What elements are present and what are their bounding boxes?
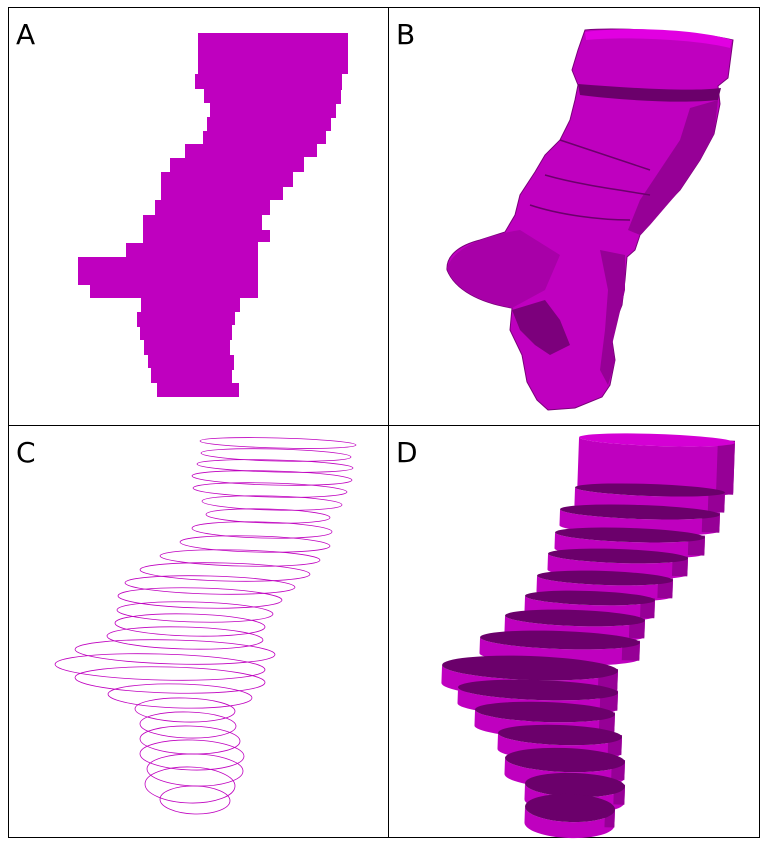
ribbon-band-top <box>579 433 735 447</box>
surface-lower-right <box>600 250 625 385</box>
contour-ring <box>191 470 353 486</box>
contour-stack <box>54 437 357 815</box>
contour-ring <box>200 448 352 462</box>
outer-frame <box>8 7 760 838</box>
ribbon-band-top <box>575 483 725 497</box>
contour-ring <box>179 535 331 553</box>
contour-ring <box>74 666 266 694</box>
contour-ring <box>159 549 321 567</box>
ribbon-band-top <box>498 724 622 746</box>
surface-band <box>578 84 721 102</box>
panel-d-label: D <box>396 436 418 469</box>
ribbon-band-face <box>524 806 615 839</box>
panel-a: A <box>16 18 348 397</box>
ribbon-band-shade <box>715 440 736 495</box>
panel-a-label: A <box>16 18 35 51</box>
ribbon-band <box>479 630 641 666</box>
ribbon-band-shade <box>707 490 726 513</box>
ribbon-band-top <box>560 504 720 520</box>
ribbon-band-top <box>525 590 655 606</box>
ribbon-band-top <box>537 570 673 586</box>
surface-ridge-1 <box>529 139 651 221</box>
contour-ring <box>134 697 236 723</box>
ribbon-stack <box>441 433 736 839</box>
surface-lower-shadow <box>512 300 570 355</box>
panel-b-label: B <box>396 18 415 51</box>
ribbon-band-top <box>480 630 640 650</box>
contour-ring <box>117 587 283 609</box>
voxel-slice-shape <box>78 33 348 397</box>
ribbon-band-top <box>442 655 618 681</box>
ribbon-band-top <box>505 747 625 773</box>
panel-d: D <box>396 433 736 839</box>
ribbon-band <box>524 793 616 839</box>
ribbon-band-top <box>505 609 645 627</box>
contour-ring <box>144 766 236 804</box>
surface-top-rim <box>585 29 732 48</box>
contour-ring <box>139 711 237 739</box>
panel-c-label: C <box>16 436 36 469</box>
contour-ring <box>107 683 253 709</box>
surface-shadow-right <box>628 100 718 235</box>
ribbon-band-top <box>525 793 615 823</box>
ribbon-band-top <box>475 701 615 723</box>
contour-ring <box>191 521 333 539</box>
contour-ring <box>74 639 276 665</box>
panel-b: B <box>396 18 734 411</box>
contour-ring <box>139 562 311 582</box>
ribbon-band-top <box>525 772 625 798</box>
contour-ring <box>54 653 266 681</box>
contour-ring <box>139 739 245 771</box>
ribbon-band <box>577 433 736 497</box>
ribbon-band-top <box>555 527 705 543</box>
ribbon-band-top <box>458 679 618 701</box>
contour-ring <box>159 785 231 815</box>
contour-ring <box>199 437 357 449</box>
contour-ring <box>205 508 331 524</box>
contour-ring <box>192 482 348 498</box>
ribbon-band-face <box>577 437 735 497</box>
contour-ring <box>114 613 266 637</box>
contour-ring <box>196 459 354 473</box>
contour-ring <box>116 601 274 623</box>
surface-flange <box>447 230 560 308</box>
contour-ring <box>124 575 296 595</box>
contour-ring <box>106 626 264 650</box>
panel-c: C <box>16 436 357 815</box>
ribbon-band-top <box>548 548 688 564</box>
contour-ring <box>201 495 343 511</box>
